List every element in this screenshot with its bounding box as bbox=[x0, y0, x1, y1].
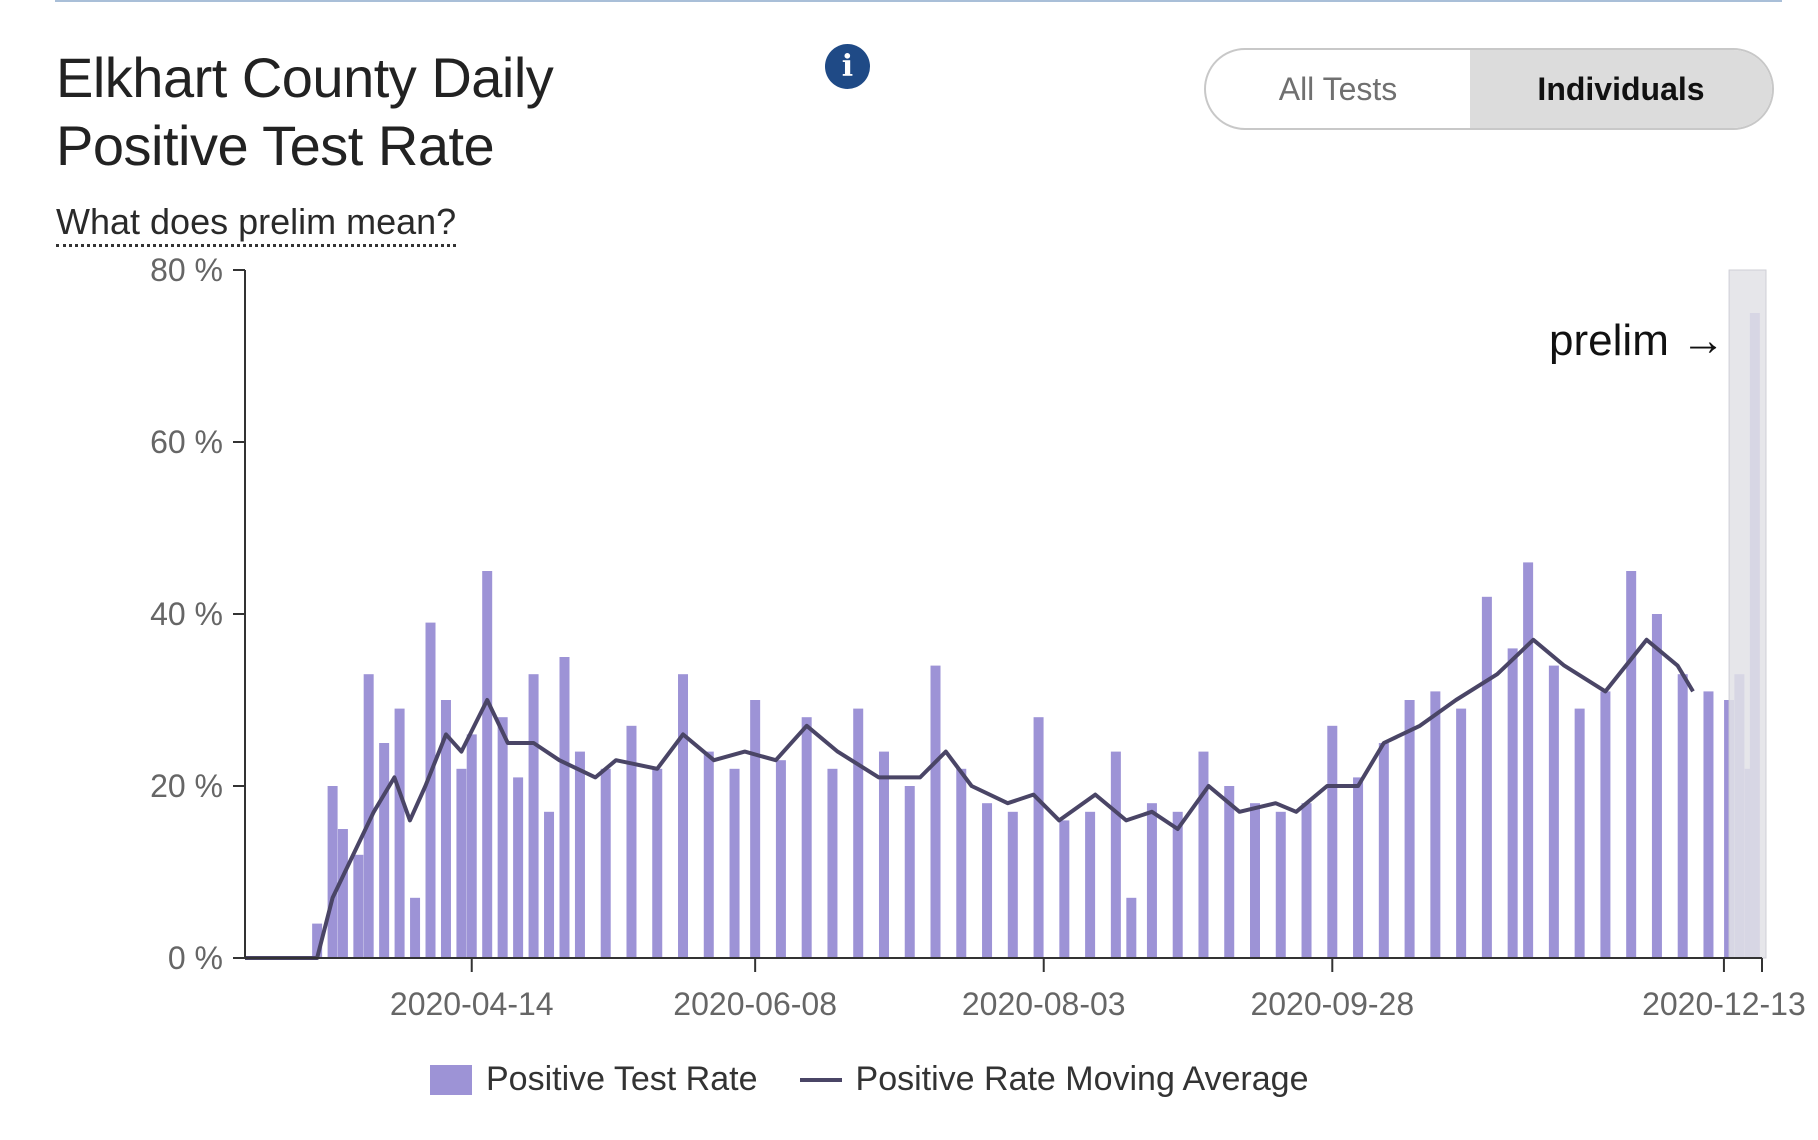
bar-positive-rate bbox=[775, 760, 786, 958]
bar-positive-rate bbox=[466, 734, 477, 958]
bar-positive-rate bbox=[544, 811, 555, 958]
bar-positive-rate bbox=[337, 829, 348, 958]
bar-positive-rate bbox=[1507, 648, 1518, 958]
bar-positive-rate bbox=[513, 777, 524, 958]
bar-positive-rate bbox=[1172, 811, 1183, 958]
bar-positive-rate bbox=[574, 751, 585, 958]
moving-average-line bbox=[245, 637, 1695, 960]
bar-positive-rate bbox=[312, 923, 323, 958]
bar-positive-rate bbox=[678, 674, 689, 958]
bar-positive-rate bbox=[1275, 811, 1286, 958]
bar-positive-rate bbox=[1224, 786, 1235, 958]
x-tick-label: 2020-09-28 bbox=[1250, 986, 1414, 1022]
bar-positive-rate bbox=[956, 768, 967, 958]
bar-positive-rate bbox=[1378, 743, 1389, 958]
bar-positive-rate bbox=[1126, 897, 1137, 958]
bar-positive-rate bbox=[1085, 811, 1096, 958]
bar-positive-rate bbox=[1007, 811, 1018, 958]
bar-positive-rate bbox=[410, 897, 421, 958]
y-tick-label: 80 % bbox=[150, 252, 223, 288]
chart-title-line1: Elkhart County Daily bbox=[56, 46, 554, 109]
info-icon[interactable]: i bbox=[825, 44, 870, 89]
bar-positive-rate bbox=[327, 786, 338, 958]
bar-positive-rate bbox=[1327, 725, 1338, 958]
bar-positive-rate bbox=[363, 674, 374, 958]
bar-positive-rate bbox=[904, 786, 915, 958]
x-tick-label: 2020-08-03 bbox=[962, 986, 1126, 1022]
bar-positive-rate bbox=[497, 717, 508, 958]
legend-bar-label: Positive Test Rate bbox=[486, 1060, 758, 1098]
bar-positive-rate bbox=[1481, 596, 1492, 958]
y-tick-label: 0 % bbox=[168, 940, 223, 976]
prelim-help-link[interactable]: What does prelim mean? bbox=[56, 200, 457, 247]
legend-line-swatch bbox=[799, 1077, 842, 1082]
bar-positive-rate bbox=[801, 717, 812, 958]
y-tick-label: 20 % bbox=[150, 768, 223, 804]
bar-positive-rate bbox=[1198, 751, 1209, 958]
prelim-region bbox=[1728, 269, 1767, 959]
x-tick-label: 2020-06-08 bbox=[673, 986, 837, 1022]
bar-positive-rate bbox=[1301, 803, 1312, 958]
bar-positive-rate bbox=[1033, 717, 1044, 958]
prelim-annotation: prelim → bbox=[1549, 316, 1725, 365]
bar-positive-rate bbox=[1456, 708, 1467, 958]
x-tick-label: 2020-12-13 bbox=[1642, 986, 1806, 1022]
bar-positive-rate bbox=[1146, 803, 1157, 958]
x-tick-label: 2020-04-14 bbox=[390, 986, 554, 1022]
legend-bar-swatch bbox=[430, 1064, 472, 1095]
toggle-individuals[interactable]: Individuals bbox=[1470, 50, 1772, 128]
bar-positive-rate bbox=[652, 768, 663, 958]
bar-positive-rate bbox=[1250, 803, 1260, 958]
test-type-toggle: All Tests Individuals bbox=[1204, 48, 1774, 130]
y-tick-label: 60 % bbox=[150, 424, 223, 460]
legend-line-label: Positive Rate Moving Average bbox=[855, 1060, 1309, 1098]
bar-positive-rate bbox=[482, 571, 493, 958]
bar-positive-rate bbox=[729, 768, 740, 958]
bar-positive-rate bbox=[878, 751, 889, 958]
bar-positive-rate bbox=[1677, 674, 1688, 958]
bar-positive-rate bbox=[600, 768, 611, 958]
positive-rate-chart: 0 % 20 % 40 % 60 % 80 % 2020-04-14 2020-06-08 2… bbox=[150, 252, 1806, 1022]
bar-positive-rate bbox=[440, 700, 451, 958]
bar-positive-rate bbox=[1574, 708, 1585, 958]
bar-positive-rate bbox=[750, 700, 761, 958]
bar-positive-rate bbox=[703, 751, 714, 958]
bar-positive-rate bbox=[559, 657, 570, 958]
top-divider bbox=[55, 0, 1782, 2]
bar-positive-rate bbox=[1430, 691, 1441, 958]
bar-positive-rate bbox=[853, 708, 864, 958]
bar-positive-rate bbox=[1626, 571, 1637, 958]
bar-positive-rate bbox=[1600, 691, 1611, 958]
bar-positive-rate bbox=[827, 768, 838, 958]
bar-positive-rate bbox=[353, 854, 364, 958]
bar-positive-rate bbox=[1404, 700, 1415, 958]
bar-positive-rate bbox=[1110, 751, 1121, 958]
bar-positive-rate bbox=[1651, 614, 1662, 958]
bar-positive-rate bbox=[1353, 777, 1364, 958]
bar-positive-rate bbox=[1548, 665, 1559, 958]
bar-positive-rate bbox=[626, 725, 637, 958]
chart-title: Elkhart County Daily Positive Test Rate bbox=[56, 44, 756, 180]
bar-positive-rate bbox=[930, 665, 941, 958]
bar-positive-rate bbox=[1523, 562, 1534, 958]
chart-legend: Positive Test Rate Positive Rate Moving … bbox=[430, 1060, 1308, 1099]
chart-title-line2: Positive Test Rate bbox=[56, 114, 495, 177]
bar-positive-rate bbox=[528, 674, 539, 958]
bar-positive-rate bbox=[379, 743, 390, 958]
bar-positive-rate bbox=[1703, 691, 1714, 958]
bar-positive-rate bbox=[394, 708, 405, 958]
y-tick-label: 40 % bbox=[150, 596, 223, 632]
bar-positive-rate bbox=[1059, 820, 1070, 958]
bar-positive-rate bbox=[456, 768, 467, 958]
toggle-all-tests[interactable]: All Tests bbox=[1278, 70, 1398, 107]
bar-positive-rate bbox=[982, 803, 993, 958]
bar-positive-rate bbox=[425, 622, 436, 958]
